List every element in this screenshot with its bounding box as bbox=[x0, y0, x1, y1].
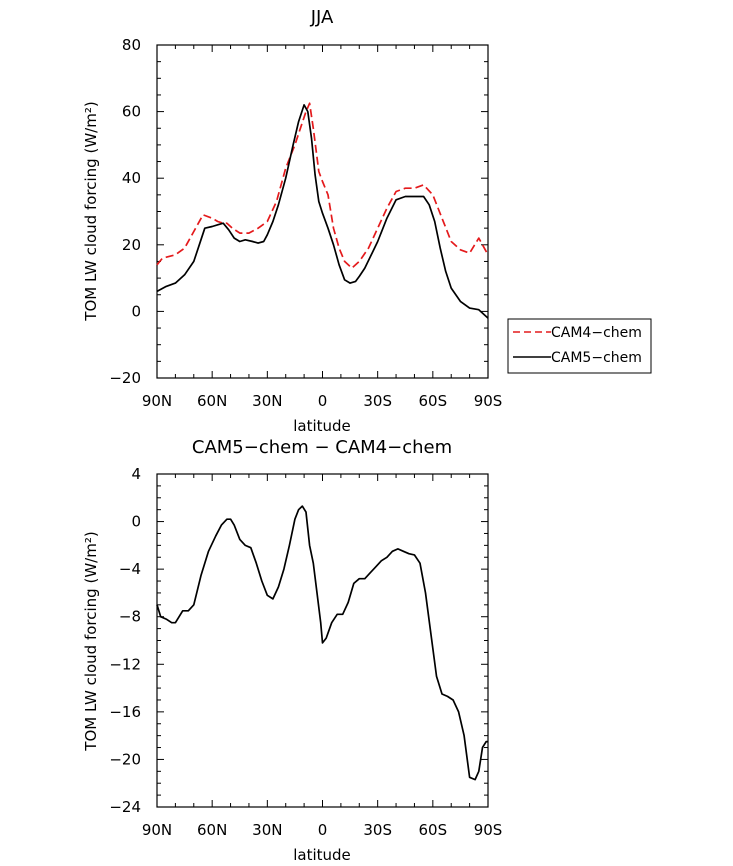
bottom-ytick-label: 4 bbox=[131, 465, 141, 483]
bottom-xtick-label: 60S bbox=[419, 821, 448, 839]
bottom-panel-axes: −24 −20 −16 −12 −8 −4 0 4 90N 60N 30N 0 30S 60S 90S bbox=[109, 465, 502, 839]
bottom-panel-title: CAM5−chem − CAM4−chem bbox=[192, 437, 452, 458]
bottom-series-line-1 bbox=[156, 505, 488, 781]
bottom-xtick-label: 60N bbox=[197, 821, 227, 839]
top-panel-ylabel: TOM LW cloud forcing (W/m²) bbox=[82, 101, 100, 321]
bottom-panel-ylabel: TOM LW cloud forcing (W/m²) bbox=[82, 531, 100, 751]
bottom-ytick-label: −20 bbox=[109, 750, 141, 768]
bottom-ytick-label: −12 bbox=[109, 655, 141, 673]
top-panel-series bbox=[156, 102, 489, 319]
top-ytick-label: −20 bbox=[109, 369, 141, 387]
top-ytick-label: 40 bbox=[122, 169, 141, 187]
bottom-xtick-label: 0 bbox=[318, 821, 328, 839]
top-panel-axes: −20 0 20 40 60 80 90N 60N 30N 0 30S 60S 90S bbox=[109, 36, 502, 410]
top-series-line-2 bbox=[156, 104, 489, 319]
top-xtick-label: 30S bbox=[363, 392, 392, 410]
top-xtick-label: 60N bbox=[197, 392, 227, 410]
bottom-xtick-label: 90S bbox=[474, 821, 503, 839]
bottom-ytick-label: 0 bbox=[131, 513, 141, 531]
bottom-xtick-label: 90N bbox=[142, 821, 172, 839]
bottom-ytick-label: −16 bbox=[109, 703, 141, 721]
top-xtick-label: 90N bbox=[142, 392, 172, 410]
top-panel-title: JJA bbox=[310, 7, 334, 28]
top-ytick-label: 0 bbox=[131, 302, 141, 320]
legend-box bbox=[507, 318, 652, 374]
top-panel: JJA −20 0 20 40 60 80 90N 60N 30N 0 30S 60S 90S lati… bbox=[82, 7, 502, 435]
legend-label-cam4: CAM4−chem bbox=[551, 325, 642, 341]
bottom-panel-series bbox=[156, 505, 488, 781]
top-ytick-label: 60 bbox=[122, 103, 141, 121]
top-xtick-label: 30N bbox=[252, 392, 282, 410]
top-xtick-label: 0 bbox=[318, 392, 328, 410]
bottom-panel: CAM5−chem − CAM4−chem −24 −20 −16 −12 −8 −4 0 4… bbox=[82, 437, 502, 864]
top-ytick-label: 80 bbox=[122, 36, 141, 54]
legend-label-cam5: CAM5−chem bbox=[551, 350, 642, 366]
bottom-ytick-label: −8 bbox=[119, 608, 141, 626]
top-xtick-label: 60S bbox=[419, 392, 448, 410]
bottom-ytick-label: −24 bbox=[109, 798, 141, 816]
top-panel-xlabel: latitude bbox=[293, 417, 351, 435]
top-ytick-label: 20 bbox=[122, 236, 141, 254]
bottom-ytick-label: −4 bbox=[119, 560, 141, 578]
bottom-xtick-label: 30S bbox=[363, 821, 392, 839]
top-series-line-1 bbox=[156, 102, 489, 269]
bottom-panel-xlabel: latitude bbox=[293, 846, 351, 864]
top-xtick-label: 90S bbox=[474, 392, 503, 410]
bottom-xtick-label: 30N bbox=[252, 821, 282, 839]
legend: CAM4−chem CAM5−chem bbox=[507, 318, 652, 374]
